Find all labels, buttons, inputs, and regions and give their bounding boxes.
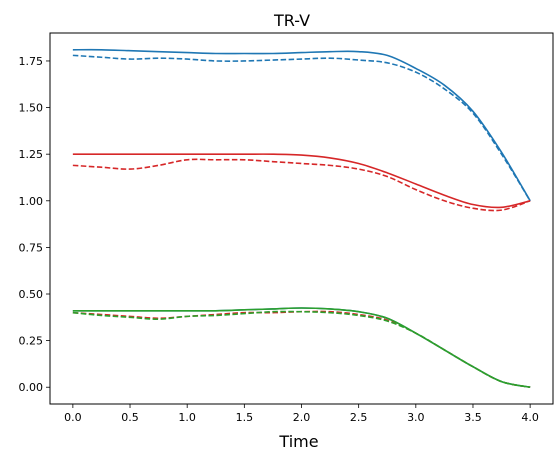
x-tick-label: 1.5 [236,411,254,424]
x-tick-label: 0.5 [121,411,139,424]
series-line-8 [72,310,531,389]
series-line-7 [72,307,531,389]
x-tick-label: 2.5 [350,411,368,424]
x-axis-label: Time [278,432,318,451]
y-tick-label: 1.00 [19,195,44,208]
x-tick-label: 0.0 [64,411,82,424]
y-tick-label: 1.25 [19,148,44,161]
y-tick-label: 1.75 [19,55,44,68]
plot-frame [49,32,554,405]
series-line-5 [72,307,531,389]
series-line-3 [72,153,531,209]
y-tick-label: 0.25 [19,335,44,348]
y-axis: 0.00 0.25 0.50 0.75 1.00 1.25 1.50 1.75 [19,55,50,394]
series-line-4 [72,158,531,212]
x-tick-label: 1.0 [178,411,196,424]
y-tick-label: 0.50 [19,288,44,301]
plot-area [72,48,531,389]
y-tick-label: 1.50 [19,102,44,115]
x-tick-label: 3.0 [407,411,425,424]
series-line-6 [72,310,531,389]
series-line-1 [72,48,531,202]
series-line-2 [72,54,531,202]
y-tick-label: 0.75 [19,241,44,254]
x-tick-label: 3.5 [464,411,482,424]
x-tick-label: 2.0 [293,411,311,424]
y-tick-label: 0.00 [19,381,44,394]
x-axis: 0.0 0.5 1.0 1.5 2.0 2.5 3.0 3.5 4.0 [64,404,539,424]
chart-title: TR-V [273,11,310,30]
x-tick-label: 4.0 [521,411,539,424]
